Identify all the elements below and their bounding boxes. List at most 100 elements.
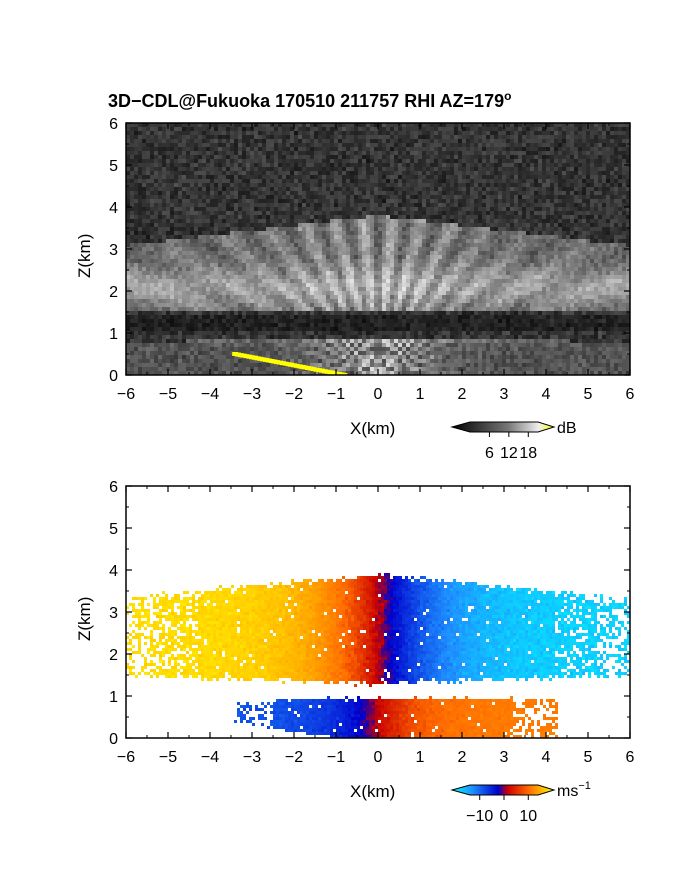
reflectivity-cell (598, 147, 602, 151)
reflectivity-cell (618, 151, 622, 155)
reflectivity-cell (390, 151, 394, 155)
reflectivity-cell (262, 195, 266, 199)
reflectivity-cell (382, 231, 386, 235)
reflectivity-cell (378, 219, 382, 223)
reflectivity-cell (514, 151, 518, 155)
reflectivity-cell (370, 143, 374, 147)
reflectivity-cell (130, 175, 134, 179)
reflectivity-cell (330, 203, 334, 207)
reflectivity-cell (442, 199, 446, 203)
reflectivity-cell (606, 151, 610, 155)
reflectivity-cell (618, 203, 622, 207)
reflectivity-cell (210, 171, 214, 175)
reflectivity-cell (254, 163, 258, 167)
reflectivity-cell (130, 251, 134, 255)
reflectivity-cell (610, 239, 614, 243)
reflectivity-cell (362, 147, 366, 151)
reflectivity-cell (438, 219, 442, 223)
reflectivity-cell (434, 123, 438, 127)
reflectivity-cell (158, 159, 162, 163)
reflectivity-cell (430, 175, 434, 179)
reflectivity-cell (590, 147, 594, 151)
reflectivity-cell (394, 167, 398, 171)
reflectivity-cell (318, 127, 322, 131)
reflectivity-cell (446, 139, 450, 143)
reflectivity-cell (402, 203, 406, 207)
reflectivity-cell (506, 143, 510, 147)
reflectivity-cell (518, 203, 522, 207)
reflectivity-cell (574, 151, 578, 155)
reflectivity-cell (550, 143, 554, 147)
reflectivity-cell (158, 203, 162, 207)
reflectivity-cell (442, 227, 446, 231)
reflectivity-cell (218, 279, 222, 283)
reflectivity-cell (174, 263, 178, 267)
reflectivity-cell (402, 195, 406, 199)
reflectivity-cell (598, 227, 602, 231)
reflectivity-cell (130, 243, 134, 247)
reflectivity-cell (462, 131, 466, 135)
reflectivity-cell (610, 267, 614, 271)
reflectivity-cell (590, 203, 594, 207)
reflectivity-cell (150, 179, 154, 183)
reflectivity-cell (490, 267, 494, 271)
reflectivity-cell (202, 259, 206, 263)
reflectivity-cell (438, 195, 442, 199)
reflectivity-cell (506, 215, 510, 219)
reflectivity-cell (330, 139, 334, 143)
reflectivity-cell (486, 139, 490, 143)
reflectivity-cell (490, 235, 494, 239)
reflectivity-cell (202, 151, 206, 155)
reflectivity-cell (582, 219, 586, 223)
reflectivity-cell (566, 255, 570, 259)
reflectivity-cell (510, 239, 514, 243)
reflectivity-cell (474, 223, 478, 227)
reflectivity-cell (190, 223, 194, 227)
reflectivity-cell (534, 135, 538, 139)
reflectivity-cell (254, 131, 258, 135)
reflectivity-cell (590, 227, 594, 231)
reflectivity-cell (166, 235, 170, 239)
reflectivity-cell (450, 239, 454, 243)
reflectivity-cell (438, 159, 442, 163)
reflectivity-cell (190, 159, 194, 163)
reflectivity-cell (258, 147, 262, 151)
reflectivity-cell (218, 187, 222, 191)
reflectivity-cell (438, 131, 442, 135)
reflectivity-cell (430, 271, 434, 275)
reflectivity-cell (386, 231, 390, 235)
reflectivity-cell (422, 223, 426, 227)
reflectivity-cell (374, 127, 378, 131)
reflectivity-cell (378, 235, 382, 239)
reflectivity-cell (178, 183, 182, 187)
reflectivity-cell (214, 199, 218, 203)
reflectivity-cell (178, 163, 182, 167)
reflectivity-cell (362, 223, 366, 227)
reflectivity-cell (278, 195, 282, 199)
reflectivity-cell (558, 195, 562, 199)
reflectivity-cell (506, 255, 510, 259)
reflectivity-cell (210, 123, 214, 127)
reflectivity-cell (598, 143, 602, 147)
reflectivity-cell (482, 243, 486, 247)
reflectivity-cell (350, 223, 354, 227)
reflectivity-cell (542, 275, 546, 279)
reflectivity-cell (438, 207, 442, 211)
reflectivity-cell (226, 223, 230, 227)
reflectivity-cell (478, 123, 482, 127)
reflectivity-cell (394, 259, 398, 263)
reflectivity-cell (538, 175, 542, 179)
reflectivity-cell (310, 215, 314, 219)
reflectivity-cell (390, 171, 394, 175)
reflectivity-cell (446, 195, 450, 199)
reflectivity-cell (262, 223, 266, 227)
reflectivity-cell (406, 171, 410, 175)
reflectivity-cell (306, 131, 310, 135)
reflectivity-cell (274, 227, 278, 231)
reflectivity-cell (578, 263, 582, 267)
reflectivity-cell (210, 235, 214, 239)
reflectivity-cell (266, 223, 270, 227)
reflectivity-cell (594, 235, 598, 239)
reflectivity-cell (514, 127, 518, 131)
reflectivity-cell (458, 123, 462, 127)
